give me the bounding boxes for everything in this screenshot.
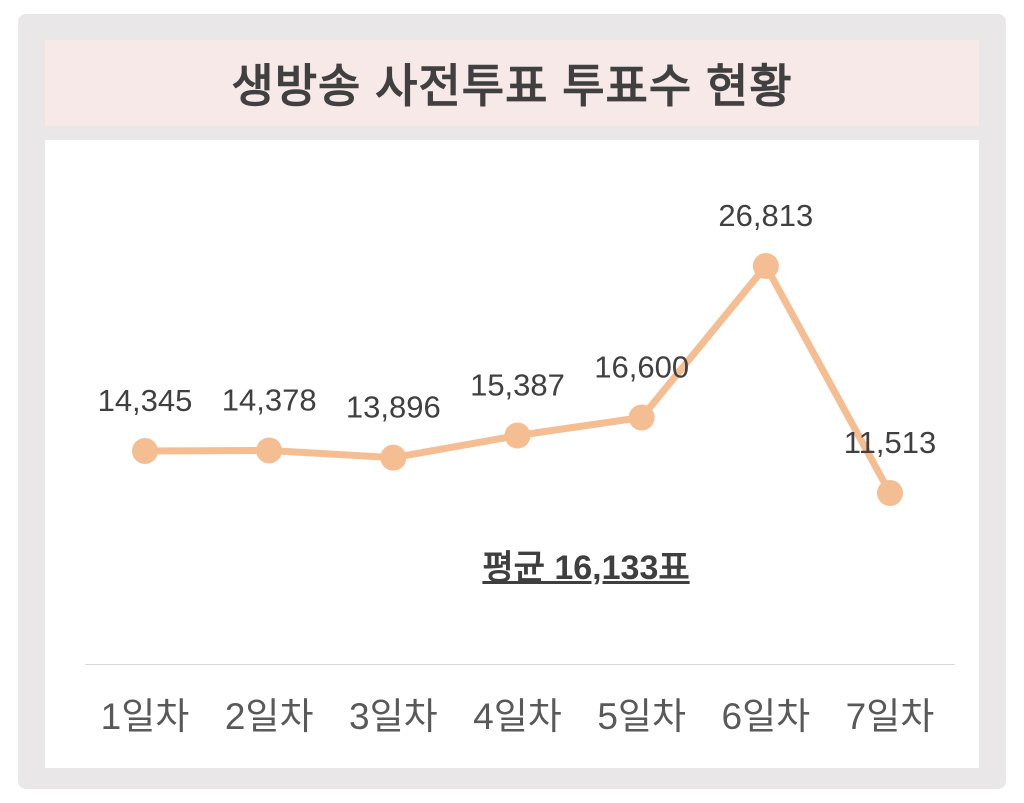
x-axis-label-day6: 6일차 <box>721 696 811 737</box>
data-point-day2 <box>256 437 283 464</box>
data-point-day7 <box>877 480 903 506</box>
chart-title-bar: 생방송 사전투표 투표수 현황 <box>45 40 979 126</box>
x-axis-line <box>85 664 955 665</box>
value-label-day4: 15,387 <box>470 368 565 403</box>
data-point-day4 <box>504 422 531 449</box>
x-axis-label-day2: 2일차 <box>224 696 314 737</box>
data-point-day6 <box>752 253 779 279</box>
data-point-day5 <box>628 404 655 431</box>
x-axis-label-day3: 3일차 <box>348 696 438 737</box>
value-label-day5: 16,600 <box>594 350 689 385</box>
average-label: 평균 16,133표 <box>482 549 690 587</box>
x-axis-label-day7: 7일차 <box>845 696 935 737</box>
chart-title: 생방송 사전투표 투표수 현황 <box>231 60 793 112</box>
data-point-day3 <box>380 444 407 471</box>
value-label-day2: 14,378 <box>222 382 317 417</box>
x-axis-label-day4: 4일차 <box>473 696 562 737</box>
x-axis-label-day5: 5일차 <box>597 696 686 737</box>
value-label-day6: 26,813 <box>718 198 813 233</box>
chart-panel: 생방송 사전투표 투표수 현황 14,345 14,378 13,896 15,387… <box>18 14 1006 789</box>
data-point-day1 <box>132 437 158 464</box>
x-axis-labels: 1일차 2일차 3일차 4일차 5일차 6일차 7일차 <box>45 140 979 768</box>
x-axis-label-day1: 1일차 <box>100 696 190 737</box>
value-label-day7: 11,513 <box>844 425 937 460</box>
value-label-day1: 14,345 <box>98 383 193 418</box>
value-label-day3: 13,896 <box>346 390 441 425</box>
line-chart: 14,345 14,378 13,896 15,387 16,600 26,813 11,5… <box>98 198 937 506</box>
chart-area: 14,345 14,378 13,896 15,387 16,600 26,813 11,5… <box>45 140 979 768</box>
